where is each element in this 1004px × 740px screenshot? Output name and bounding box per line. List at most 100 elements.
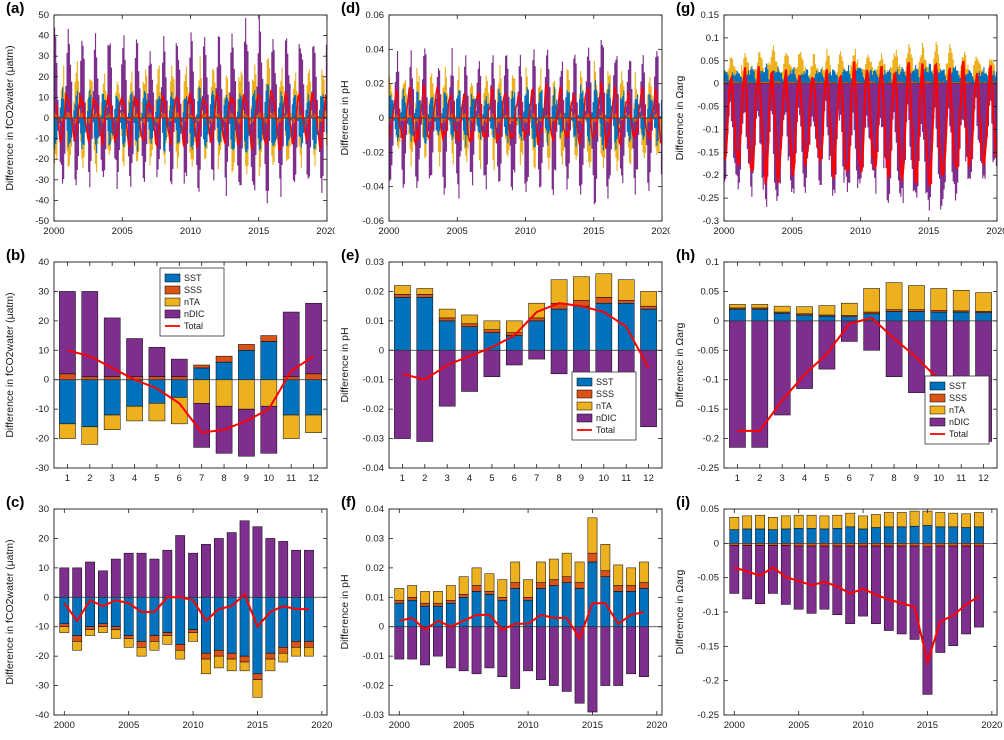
bar-segment-nTA — [162, 635, 173, 645]
legend-swatch-SSS — [164, 285, 181, 295]
bar-segment-SSS — [948, 543, 959, 547]
bar-segment-nTA — [796, 306, 813, 315]
bar-segment-nDIC — [961, 545, 971, 635]
y-tick-label: 0.03 — [366, 533, 385, 544]
bar-segment-nTA — [548, 558, 559, 580]
bar-segment-SST — [751, 308, 769, 322]
bar-segment-SSS — [819, 543, 830, 547]
y-tick-label: -0.02 — [362, 147, 384, 158]
bar-segment-nTA — [729, 304, 746, 309]
x-tick-label: 2005 — [447, 226, 468, 237]
bar-segment-SST — [935, 526, 946, 544]
y-tick-label: 0.1 — [706, 33, 719, 44]
bar-segment-SST — [948, 526, 959, 544]
y-tick-label: -10 — [35, 404, 49, 415]
x-tick-label: 2015 — [582, 720, 603, 731]
bar-segment-SST — [528, 320, 545, 351]
y-tick-label: 0 — [714, 79, 719, 90]
bar-segment-SST — [922, 525, 933, 544]
y-tick-label: 20 — [38, 72, 49, 83]
bar-segment-SSS — [458, 594, 469, 598]
bar-segment-SSS — [595, 297, 613, 304]
y-tick-label: 0.15 — [701, 10, 720, 21]
bar-segment-SSS — [961, 543, 971, 547]
legend: SST SSS nTA nDIC Total — [571, 371, 637, 441]
bar-segment-nDIC — [110, 558, 121, 598]
y-tick-label: -0.15 — [697, 147, 719, 158]
x-tick-label: 2000 — [389, 720, 410, 731]
bar-segment-nDIC — [193, 403, 210, 448]
bar-segment-SSS — [433, 602, 443, 607]
bar-segment-SSS — [252, 673, 263, 680]
x-tick-label: 2 — [422, 473, 427, 484]
bar-segment-nTA — [226, 658, 237, 672]
x-tick-label: 1 — [65, 473, 70, 484]
x-tick-label: 11 — [621, 473, 631, 484]
plot-area-a — [54, 15, 327, 204]
bar-segment-nTA — [148, 403, 166, 422]
bar-segment-SSS — [149, 635, 160, 642]
bar-segment-nTA — [282, 414, 300, 439]
bar-segment-nTA — [961, 513, 971, 528]
bar-segment-SSS — [175, 644, 186, 651]
bar-segment-SST — [818, 315, 836, 322]
y-tick-label: 30 — [38, 51, 49, 62]
x-tick-label: 2005 — [118, 720, 139, 731]
bar-segment-nDIC — [832, 545, 843, 615]
bar-segment-nTA — [305, 414, 322, 433]
bar-segment-nDIC — [291, 549, 301, 598]
legend-label-Total: Total — [596, 425, 615, 435]
bar-segment-nTA — [952, 290, 970, 312]
bar-segment-SST — [832, 527, 843, 544]
total-line — [402, 302, 650, 381]
bar-segment-SSS — [536, 582, 546, 589]
bar-segment-SSS — [304, 641, 314, 648]
y-axis-label: Difference in pH — [339, 80, 351, 155]
bar-segment-nTA — [768, 516, 778, 530]
total-line — [67, 349, 315, 434]
bar-segment-SST — [291, 597, 301, 642]
bar-segment-nTA — [265, 658, 276, 672]
bar-segment-SSS — [845, 543, 856, 547]
bar-segment-nDIC — [640, 350, 657, 428]
y-tick-label: 0 — [714, 316, 719, 327]
chart-g: -0.3 -0.25 -0.2 -0.15 -0.1 -0.05 0 0.05 0.1 0.15 2… — [674, 10, 1004, 237]
axes-a: -50 -40 -30 -20 -10 0 10 20 30 40 50 2000 2005 2010 20… — [35, 10, 335, 237]
bar-segment-nDIC — [528, 350, 545, 360]
bar-segment-nTA — [858, 515, 868, 530]
bar-segment-SST — [587, 561, 598, 627]
plot-area-c — [54, 520, 327, 698]
bar-segment-SSS — [617, 300, 635, 304]
bar-segment-SSS — [239, 655, 250, 663]
y-tick-label: -20 — [35, 434, 49, 445]
legend-swatch-nTA — [164, 297, 181, 307]
series-nDIC — [724, 83, 997, 211]
bar-segment-SST — [930, 311, 948, 322]
bar-segment-SST — [305, 379, 322, 416]
bar-segment-nTA — [574, 561, 585, 583]
bar-segment-SST — [909, 525, 920, 544]
axes-g: -0.3 -0.25 -0.2 -0.15 -0.1 -0.05 0 0.05 0.1 0.15 2… — [697, 10, 1004, 237]
y-tick-label: 30 — [38, 286, 49, 297]
legend-label-SST: SST — [949, 381, 967, 391]
bar-segment-nTA — [215, 379, 233, 407]
y-tick-label: -0.1 — [703, 124, 719, 135]
y-axis-label: Difference in pH — [339, 574, 351, 649]
total-line — [389, 81, 662, 149]
bar-segment-SST — [773, 312, 791, 322]
bar-segment-SST — [639, 588, 649, 627]
bar-segment-nTA — [193, 379, 210, 404]
bar-segment-nDIC — [433, 626, 443, 657]
bar-segment-SST — [806, 527, 817, 544]
legend-label-nDIC: nDIC — [596, 413, 617, 423]
bar-segment-nDIC — [806, 545, 817, 614]
bar-segment-SST — [59, 379, 76, 425]
y-tick-label: -0.2 — [703, 170, 719, 181]
y-tick-label: 20 — [38, 533, 49, 544]
plot-area-g — [724, 41, 997, 211]
x-tick-label: 9 — [914, 473, 919, 484]
x-tick-label: 6 — [512, 473, 517, 484]
y-tick-label: 50 — [38, 10, 49, 21]
bar-segment-SST — [573, 305, 590, 351]
